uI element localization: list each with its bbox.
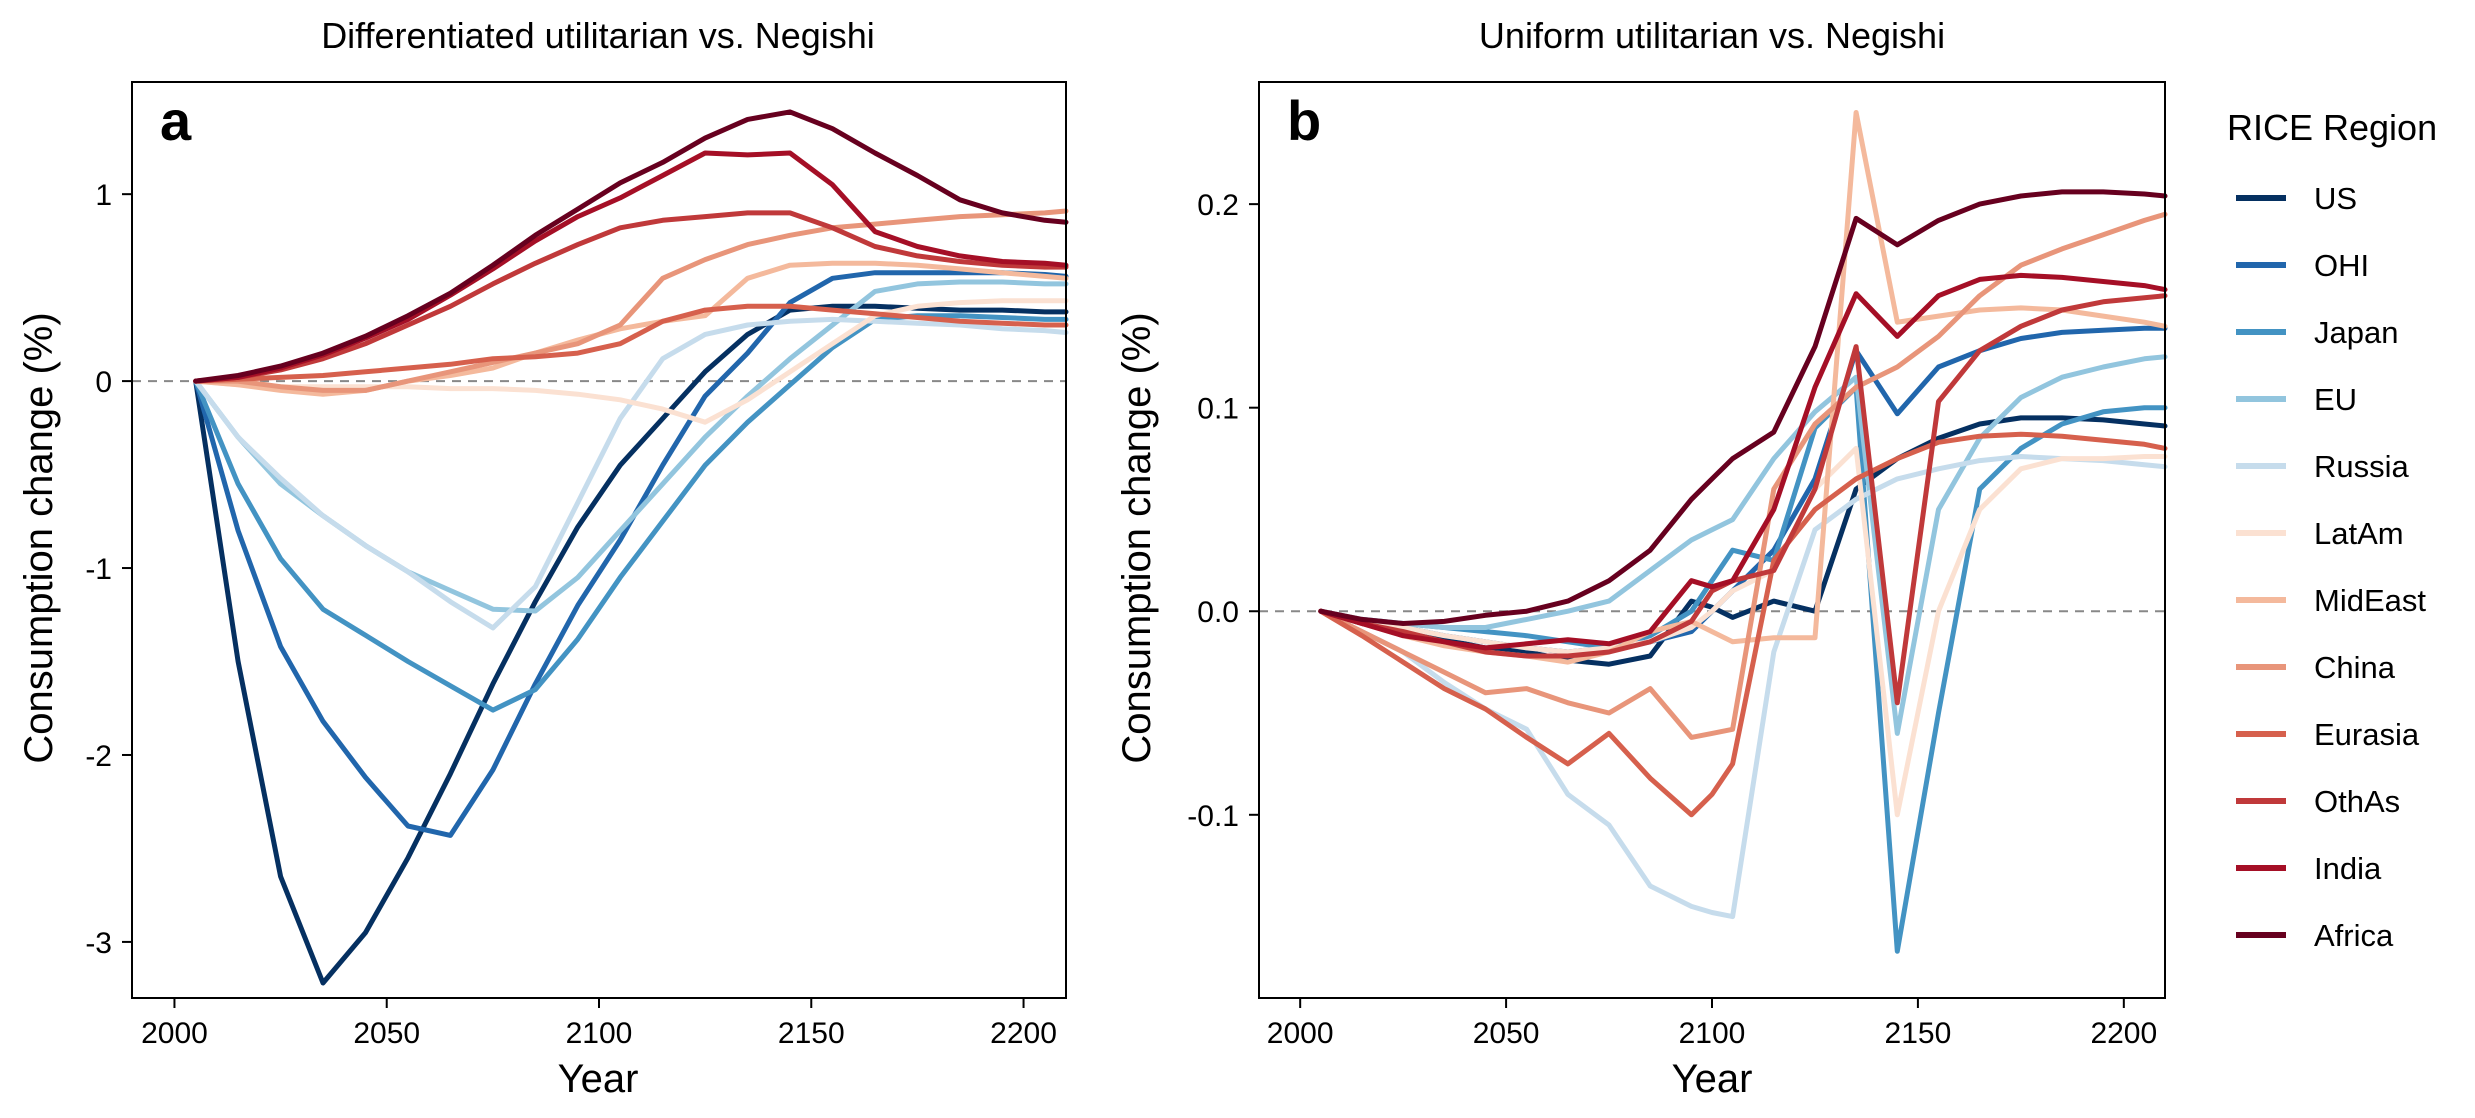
panel-b-series-ohi (1318, 325, 2168, 655)
panel-a-title: Differentiated utilitarian vs. Negishi (321, 15, 875, 56)
panel-a-y-tick-label: 1 (95, 179, 112, 212)
panel-a: Differentiated utilitarian vs. Negishi 2… (17, 15, 1069, 1101)
legend-label-othas: OthAs (2314, 784, 2400, 819)
legend: RICE Region US OHI Japan EU Russia LatAm MidEa… (2227, 107, 2437, 953)
legend-label-ohi: OHI (2314, 248, 2369, 283)
panel-a-y-tick-label: -3 (85, 927, 112, 960)
legend-label-russia: Russia (2314, 449, 2410, 484)
legend-label-us: US (2314, 181, 2357, 216)
panel-a-y-tick-label: 0 (95, 366, 112, 399)
panel-a-series-japan (193, 313, 1069, 713)
panel-b-x-tick-label: 2050 (1473, 1017, 1540, 1050)
panel-b-x-tick-label: 2000 (1267, 1017, 1334, 1050)
legend-label-japan: Japan (2314, 315, 2398, 350)
legend-label-india: India (2314, 851, 2382, 886)
panel-b-y-axis-label: Consumption change (%) (1115, 312, 1159, 763)
legend-items: US OHI Japan EU Russia LatAm MidEast China Euras… (2236, 181, 2426, 953)
panel-b-y-tick-label: 0.1 (1197, 393, 1239, 426)
panel-b-x-tick-label: 2200 (2090, 1017, 2157, 1050)
legend-label-mideast: MidEast (2314, 583, 2426, 618)
panel-b-y-tick-label: -0.1 (1187, 800, 1239, 833)
panel-a-y-tick-label: -2 (85, 740, 112, 773)
panel-a-y-axis-label: Consumption change (%) (17, 312, 61, 763)
panel-a-series-china (193, 208, 1069, 393)
panel-a-series-eurasia (193, 303, 1069, 384)
panel-b-series-japan (1318, 384, 2168, 954)
panel-b-x-axis-label: Year (1672, 1057, 1753, 1101)
panel-b-label: b (1287, 89, 1321, 152)
panel-b: Uniform utilitarian vs. Negishi 2000 2050… (1115, 15, 2168, 1101)
panel-b-series-russia (1318, 454, 2168, 920)
panel-a-x-tick-label: 2100 (566, 1017, 633, 1050)
panel-b-series-latam (1318, 445, 2168, 818)
panel-b-x-tick-label: 2150 (1885, 1017, 1952, 1050)
panel-b-plot-area: 2000 2050 2100 2150 2200 -0.1 0.0 0.1 0.2 (1187, 81, 2168, 1050)
panel-a-x-tick-label: 2200 (990, 1017, 1057, 1050)
panel-b-frame (1258, 81, 2166, 999)
panel-b-title: Uniform utilitarian vs. Negishi (1479, 15, 1945, 56)
panel-b-series-india (1318, 272, 2168, 651)
panel-a-plot-area: 2000 2050 2100 2150 2200 -3 -2 -1 0 1 (85, 81, 1069, 1050)
panel-a-series-ohi (193, 270, 1069, 838)
legend-label-china: China (2314, 650, 2396, 685)
panel-a-x-tick-label: 2150 (778, 1017, 845, 1050)
panel-a-x-tick-label: 2000 (141, 1017, 208, 1050)
legend-label-africa: Africa (2314, 918, 2394, 953)
panel-a-y-tick-label: -1 (85, 553, 112, 586)
panel-b-series-africa (1318, 189, 2168, 626)
legend-label-eurasia: Eurasia (2314, 717, 2420, 752)
panel-a-series-latam (193, 298, 1069, 425)
legend-label-eu: EU (2314, 382, 2357, 417)
panel-a-series-othas (193, 210, 1069, 384)
panel-b-y-tick-label: 0.0 (1197, 596, 1239, 629)
panel-a-x-tick-label: 2050 (353, 1017, 420, 1050)
panel-a-x-axis-label: Year (558, 1057, 639, 1101)
panel-a-series-africa (193, 109, 1069, 384)
panel-b-series-eu (1318, 354, 2168, 736)
legend-label-latam: LatAm (2314, 516, 2404, 551)
panel-b-x-tick-label: 2100 (1679, 1017, 1746, 1050)
panel-b-series-eurasia (1318, 431, 2168, 818)
panel-a-label: a (160, 89, 192, 152)
panel-a-series-russia (193, 316, 1069, 631)
panel-b-series-china (1318, 211, 2168, 740)
legend-title: RICE Region (2227, 107, 2437, 148)
panel-b-y-tick-label: 0.2 (1197, 189, 1239, 222)
panel-a-series-us (193, 303, 1069, 986)
